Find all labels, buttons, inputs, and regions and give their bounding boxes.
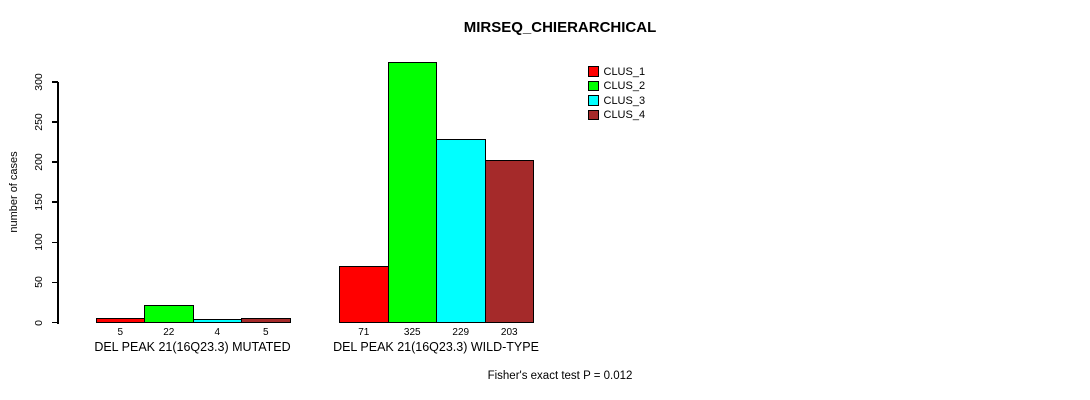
bar-value-label: 229 [452, 327, 470, 338]
y-axis-tick [51, 81, 58, 83]
x-category-label: DEL PEAK 21(16Q23.3) WILD-TYPE [333, 340, 539, 354]
bar-value-label: 5 [117, 327, 124, 338]
bar-clus_3-group2 [436, 138, 486, 323]
y-axis-tick-label: 100 [33, 233, 45, 252]
legend-label: CLUS_2 [603, 80, 646, 92]
y-axis-tick [51, 281, 58, 284]
y-axis-tick [51, 121, 58, 123]
y-axis-tick-label: 250 [33, 113, 45, 131]
bar-clus_4-group2 [484, 159, 534, 323]
bar-clus_2-group2 [387, 61, 437, 323]
legend-label: CLUS_1 [603, 65, 646, 78]
x-category-label: DEL PEAK 21(16Q23.3) MUTATED [94, 340, 291, 354]
legend-color-swatch [588, 66, 599, 77]
bar-value-label: 5 [262, 327, 269, 338]
legend-label: CLUS_4 [603, 109, 646, 121]
bar-value-label: 71 [358, 327, 370, 338]
bar-value-label: 22 [163, 327, 175, 338]
fisher-test-annotation: Fisher's exact test P = 0.012 [487, 370, 633, 382]
y-axis-tick [51, 321, 58, 324]
bar-value-label: 203 [500, 327, 518, 338]
y-axis-tick-label: 200 [33, 153, 45, 171]
legend-color-swatch [588, 80, 599, 92]
bar-clus_2-group1 [144, 304, 194, 323]
bar-clus_1-group2 [339, 265, 389, 323]
legend-label: CLUS_3 [603, 94, 646, 107]
y-axis-line [57, 82, 59, 324]
y-axis-tick-label: 300 [33, 73, 45, 91]
y-axis-tick-label: 0 [33, 319, 45, 326]
legend-entry-clus_4: CLUS_4 [588, 109, 645, 121]
legend-entry-clus_3: CLUS_3 [588, 95, 645, 107]
bar-clus_3-group1 [192, 319, 242, 323]
legend-color-swatch [588, 109, 599, 121]
chart-title: MIRSEQ_CHIERARCHICAL [463, 19, 657, 36]
bar-clus_4-group1 [241, 318, 291, 323]
bar-clus_1-group1 [95, 318, 145, 323]
y-axis-tick-label: 50 [33, 276, 45, 289]
y-axis-tick [51, 241, 58, 244]
y-axis-tick [51, 201, 58, 203]
legend-entry-clus_1: CLUS_1 [588, 66, 645, 78]
legend-color-swatch [588, 95, 599, 106]
bar-value-label: 325 [403, 327, 421, 338]
y-axis-title: number of cases [8, 151, 20, 233]
y-axis-tick-label: 150 [33, 193, 45, 211]
bar-value-label: 4 [214, 327, 221, 338]
legend-entry-clus_2: CLUS_2 [588, 80, 645, 92]
y-axis-tick [51, 161, 58, 163]
